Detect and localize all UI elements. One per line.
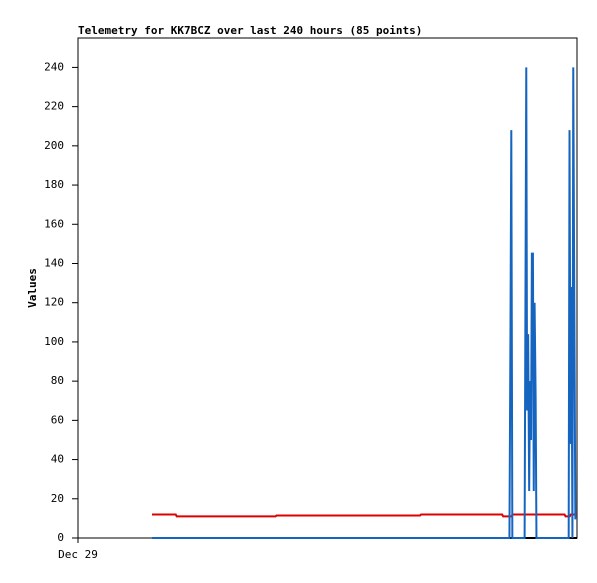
y-tick-label: 180 [44,178,64,191]
y-tick-label: 220 [44,100,64,113]
y-axis-label: Values [26,268,39,308]
y-tick-label: 200 [44,139,64,152]
series-line [152,67,577,539]
y-tick-label: 140 [44,256,64,269]
y-tick-label: 100 [44,335,64,348]
chart-title: Telemetry for KK7BCZ over last 240 hours… [78,24,422,37]
y-tick-label: 0 [57,531,64,544]
y-tick-label: 240 [44,60,64,73]
y-tick-label: 80 [51,374,64,387]
y-tick-label: 60 [51,413,64,426]
x-tick-label: Dec 29 [58,548,98,561]
series-line [152,513,577,518]
y-tick-label: 40 [51,453,64,466]
plot-frame [77,37,578,539]
y-tick-label: 160 [44,217,64,230]
y-tick-label: 120 [44,296,64,309]
y-tick-label: 20 [51,492,64,505]
